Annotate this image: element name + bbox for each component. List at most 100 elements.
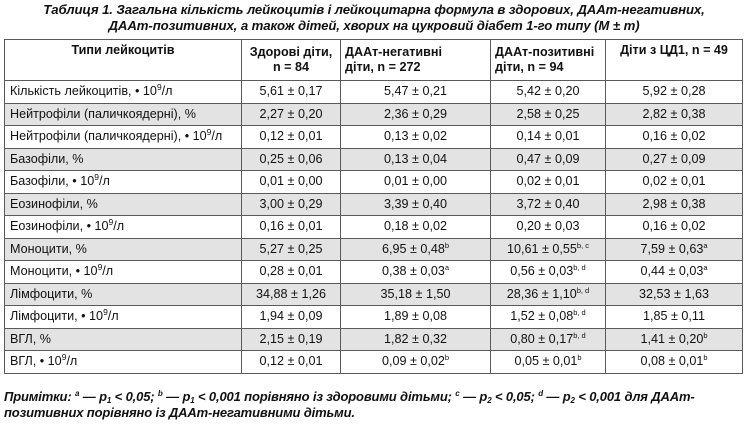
cell-value: 0,28 ± 0,01 bbox=[259, 264, 323, 279]
row-label-text: Еозинофіли, • 10 bbox=[10, 219, 109, 234]
row-label: Нейтрофіли (паличкоядерні), • 109/л bbox=[4, 125, 242, 149]
unit-tail: /л bbox=[211, 129, 223, 144]
value-cell: 3,00 ± 0,29 bbox=[241, 192, 341, 216]
unit-exponent: 9 bbox=[156, 82, 162, 93]
value-cell: 2,27 ± 0,20 bbox=[241, 102, 341, 126]
cell-value: 35,18 ± 1,50 bbox=[380, 286, 451, 301]
cell-value: 3,72 ± 0,40 bbox=[516, 196, 580, 211]
caption-line-1: Таблиця 1. Загальна кількість лейкоцитів… bbox=[43, 2, 705, 17]
note-text: — p bbox=[459, 389, 488, 404]
value-cell: 0,44 ± 0,03a bbox=[605, 260, 743, 284]
table-body: Кількість лейкоцитів, • 109/л 5,61 ± 0,17… bbox=[4, 80, 743, 374]
notes-prefix: Примітки: bbox=[4, 389, 75, 404]
cell-value: 0,16 ± 0,01 bbox=[259, 219, 323, 234]
row-label-text: Базофіли, • 10 bbox=[10, 174, 95, 189]
note-subscript: 1 bbox=[190, 396, 195, 405]
cell-value: 0,16 ± 0,02 bbox=[642, 129, 706, 144]
value-cell: 5,92 ± 0,28 bbox=[605, 80, 743, 104]
row-label-text: Еозинофіли, % bbox=[10, 196, 98, 211]
cell-value: 5,61 ± 0,17 bbox=[259, 84, 323, 99]
value-cell: 1,89 ± 0,08 bbox=[340, 305, 491, 329]
value-cell: 0,20 ± 0,03 bbox=[490, 215, 606, 239]
value-cell: 28,36 ± 1,10b, d bbox=[490, 282, 606, 306]
value-cell: 0,25 ± 0,06 bbox=[241, 147, 341, 171]
significance-mark: b bbox=[444, 353, 450, 363]
header-daat-positive: ДААт-позитивні діти, n = 94 bbox=[490, 39, 606, 81]
unit-exponent: 9 bbox=[97, 262, 103, 273]
cell-value: 5,92 ± 0,28 bbox=[642, 84, 706, 99]
cell-value: 1,52 ± 0,08 bbox=[510, 309, 574, 324]
value-cell: 5,61 ± 0,17 bbox=[241, 80, 341, 104]
cell-value: 5,42 ± 0,20 bbox=[516, 84, 580, 99]
value-cell: 0,16 ± 0,01 bbox=[241, 215, 341, 239]
value-cell: 5,27 ± 0,25 bbox=[241, 237, 341, 261]
note-text: < 0,05; bbox=[491, 389, 539, 404]
significance-mark: a bbox=[444, 263, 450, 273]
significance-mark: b bbox=[703, 353, 708, 363]
value-cell: 0,18 ± 0,02 bbox=[340, 215, 491, 239]
value-cell: 0,38 ± 0,03a bbox=[340, 260, 491, 284]
note-mark: d bbox=[538, 389, 543, 398]
significance-mark: b bbox=[577, 353, 582, 363]
header-daat-negative: ДААт-негативні діти, n = 272 bbox=[340, 39, 491, 81]
table-row: ВГЛ, % 2,15 ± 0,19 1,82 ± 0,32 0,80 ± 0,17b… bbox=[4, 327, 743, 351]
table-row: Кількість лейкоцитів, • 109/л 5,61 ± 0,17… bbox=[4, 80, 743, 104]
unit-tail: /л bbox=[102, 264, 114, 279]
table-notes: Примітки: a — p1 < 0,05; b — p1 < 0,001 … bbox=[4, 389, 744, 421]
cell-value: 2,36 ± 0,29 bbox=[384, 106, 447, 121]
cell-value: 0,44 ± 0,03 bbox=[640, 264, 704, 279]
value-cell: 1,41 ± 0,20b bbox=[605, 327, 743, 351]
row-label: Еозинофіли, • 109/л bbox=[4, 215, 242, 239]
cell-value: 3,39 ± 0,40 bbox=[384, 196, 447, 211]
value-cell: 0,12 ± 0,01 bbox=[241, 350, 341, 374]
note-text: < 0,001 для ДААт-позитивних порівняно із… bbox=[4, 389, 695, 420]
value-cell: 35,18 ± 1,50 bbox=[340, 282, 491, 306]
significance-mark: b, c bbox=[576, 240, 590, 250]
cell-value: 0,01 ± 0,00 bbox=[384, 174, 447, 189]
table-row: Лімфоцити, • 109/л 1,94 ± 0,09 1,89 ± 0,08… bbox=[4, 305, 743, 329]
value-cell: 0,13 ± 0,04 bbox=[340, 147, 491, 171]
cell-value: 0,13 ± 0,02 bbox=[384, 129, 447, 144]
cell-value: 1,89 ± 0,08 bbox=[384, 309, 447, 324]
value-cell: 0,56 ± 0,03b, d bbox=[490, 260, 606, 284]
row-label: Моноцити, • 109/л bbox=[4, 260, 242, 284]
cell-value: 0,13 ± 0,04 bbox=[384, 151, 447, 166]
value-cell: 0,14 ± 0,01 bbox=[490, 125, 606, 149]
cell-value: 7,59 ± 0,63 bbox=[640, 241, 704, 256]
value-cell: 7,59 ± 0,63a bbox=[605, 237, 743, 261]
cell-value: 0,02 ± 0,01 bbox=[516, 174, 580, 189]
value-cell: 2,82 ± 0,38 bbox=[605, 102, 743, 126]
value-cell: 0,12 ± 0,01 bbox=[241, 125, 341, 149]
cell-value: 0,12 ± 0,01 bbox=[259, 354, 323, 369]
cell-value: 6,95 ± 0,48 bbox=[381, 241, 445, 256]
cell-value: 5,47 ± 0,21 bbox=[384, 84, 447, 99]
unit-exponent: 9 bbox=[103, 307, 108, 318]
table-row: Базофіли, % 0,25 ± 0,06 0,13 ± 0,04 0,47 ± … bbox=[4, 147, 743, 171]
cell-value: 32,53 ± 1,63 bbox=[639, 286, 709, 301]
unit-tail: /л bbox=[66, 354, 78, 369]
value-cell: 0,28 ± 0,01 bbox=[241, 260, 341, 284]
value-cell: 10,61 ± 0,55b, c bbox=[490, 237, 606, 261]
table-header-row: Типи лейкоцитів Здорові діти, n = 84 ДАА… bbox=[4, 39, 743, 81]
significance-mark: b, d bbox=[573, 330, 586, 340]
unit-tail: /л bbox=[98, 174, 110, 189]
significance-mark: b bbox=[703, 330, 708, 340]
table-row: Нейтрофіли (паличкоядерні), • 109/л 0,12 … bbox=[4, 125, 743, 149]
cell-value: 10,61 ± 0,55 bbox=[506, 241, 577, 256]
cell-value: 2,58 ± 0,25 bbox=[516, 106, 580, 121]
cell-value: 0,02 ± 0,01 bbox=[642, 174, 706, 189]
row-label-text: Нейтрофіли (паличкоядерні), • 10 bbox=[10, 129, 207, 144]
table-row: Нейтрофіли (паличкоядерні), % 2,27 ± 0,20… bbox=[4, 102, 743, 126]
table-caption: Таблиця 1. Загальна кількість лейкоцитів… bbox=[6, 2, 742, 34]
note-text: — p bbox=[542, 389, 571, 404]
value-cell: 1,85 ± 0,11 bbox=[605, 305, 743, 329]
row-label: ВГЛ, • 109/л bbox=[4, 350, 242, 374]
value-cell: 0,05 ± 0,01b bbox=[490, 350, 606, 374]
table-row: Моноцити, % 5,27 ± 0,25 6,95 ± 0,48b 10,61 … bbox=[4, 237, 743, 261]
cell-value: 1,82 ± 0,32 bbox=[384, 331, 447, 346]
cell-value: 1,41 ± 0,20 bbox=[640, 331, 704, 346]
cell-value: 2,15 ± 0,19 bbox=[259, 331, 323, 346]
unit-exponent: 9 bbox=[108, 217, 114, 228]
unit-tail: /л bbox=[113, 219, 125, 234]
value-cell: 34,88 ± 1,26 bbox=[241, 282, 341, 306]
